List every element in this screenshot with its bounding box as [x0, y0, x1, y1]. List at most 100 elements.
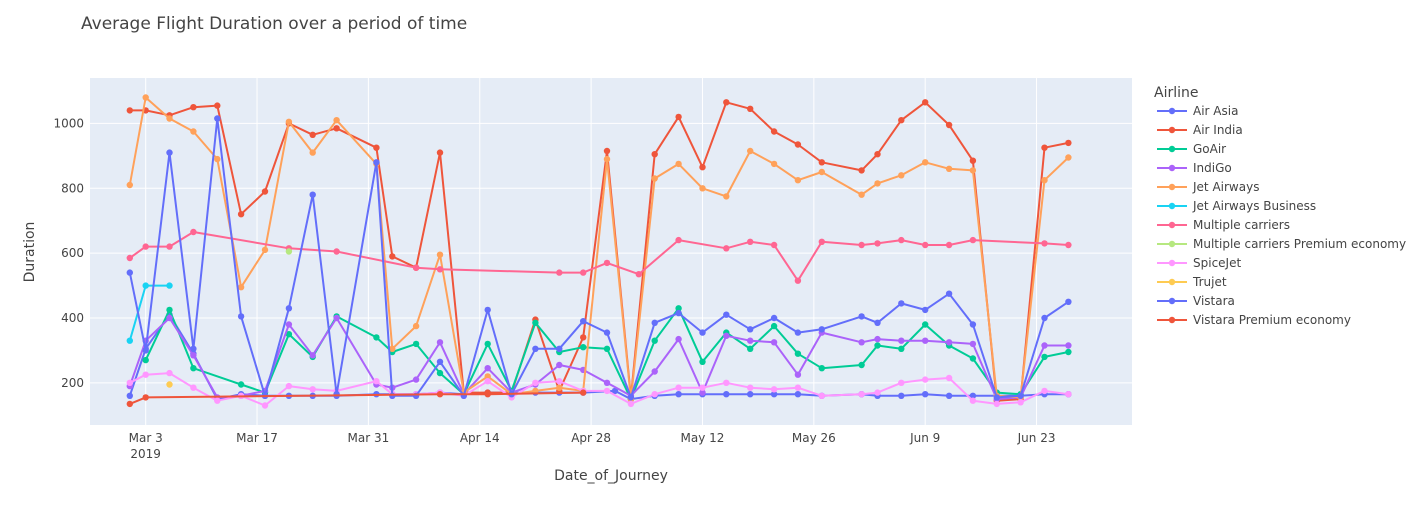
legend-swatch-marker — [1168, 107, 1176, 115]
y-axis-ticks: 200 400 600 800 1000 — [53, 116, 84, 389]
data-point-goair — [532, 319, 539, 326]
data-point-vistara — [190, 345, 197, 352]
data-point-air-asia — [675, 391, 682, 398]
data-point-vistara — [858, 313, 865, 320]
data-point-air-asia — [945, 392, 953, 399]
legend-item-vistara[interactable]: Vistara — [1157, 294, 1235, 308]
y-tick-label: 1000 — [53, 116, 84, 130]
y-axis-title: Duration — [22, 222, 38, 283]
data-point-indigo — [747, 337, 754, 344]
data-point-vistara — [723, 311, 730, 318]
data-point-goair — [675, 305, 682, 312]
data-point-multiple-carriers — [603, 259, 611, 267]
x-axis-ticks: Mar 3 2019 Mar 17 Mar 31 Apr 14 Apr 28 May 12 M… — [129, 431, 1056, 461]
data-point-goair — [922, 321, 929, 328]
data-point-jet-airways — [699, 185, 706, 192]
legend-item-air-india[interactable]: Air India — [1157, 123, 1243, 137]
data-point-spicejet — [190, 384, 197, 391]
data-point-spicejet — [818, 392, 825, 399]
data-point-jet-airways-business — [126, 337, 133, 344]
x-tick-label: May 26 — [792, 431, 836, 445]
data-point-jet-airways — [898, 172, 905, 179]
legend-item-jet-airways-business[interactable]: Jet Airways Business — [1157, 199, 1316, 213]
data-point-air-india — [794, 141, 802, 148]
data-point-jet-airways-business — [166, 282, 173, 289]
data-point-multiple-carriers — [190, 228, 197, 236]
data-point-spicejet — [285, 382, 293, 390]
data-point-spicejet — [723, 379, 730, 386]
legend[interactable]: Air Asia Air India GoAir IndiGo Jet Airways J… — [1157, 104, 1406, 327]
data-point-vistara — [1041, 314, 1048, 322]
data-point-indigo — [285, 321, 293, 328]
legend-item-indigo[interactable]: IndiGo — [1157, 161, 1232, 175]
data-point-goair — [818, 365, 825, 372]
legend-label: Multiple carriers Premium economy — [1193, 237, 1406, 251]
legend-label: Air Asia — [1193, 104, 1238, 118]
data-point-vistara — [373, 159, 380, 166]
legend-swatch-marker — [1168, 145, 1176, 153]
data-point-air-india — [651, 151, 658, 158]
x-tick-label: May 12 — [681, 431, 725, 445]
data-point-vistara — [603, 329, 611, 336]
y-tick-label: 400 — [61, 311, 84, 325]
data-point-goair — [190, 365, 197, 372]
data-point-air-india — [214, 102, 221, 109]
legend-item-vistara-premium-economy[interactable]: Vistara Premium economy — [1157, 313, 1351, 327]
data-point-vistara — [898, 300, 905, 307]
legend-item-spicejet[interactable]: SpiceJet — [1157, 256, 1241, 270]
data-point-vistara — [874, 319, 881, 326]
data-point-air-india — [237, 211, 245, 218]
legend-label: Trujet — [1192, 275, 1227, 289]
data-point-indigo — [794, 371, 802, 378]
series-line-jet-airways — [128, 96, 1070, 401]
data-point-indigo — [484, 365, 491, 372]
data-point-vistara — [126, 269, 133, 276]
data-point-air-asia — [969, 392, 977, 399]
data-point-trujet — [166, 381, 173, 388]
legend-item-air-asia[interactable]: Air Asia — [1157, 104, 1238, 118]
data-point-spicejet — [166, 369, 173, 377]
data-point-air-asia — [747, 391, 754, 398]
data-point-multiple-carriers — [794, 277, 802, 284]
data-point-air-india — [699, 164, 706, 171]
data-point-jet-airways — [818, 168, 825, 176]
data-point-vistara — [389, 392, 396, 399]
data-point-indigo — [651, 368, 658, 375]
data-point-multiple-carriers — [874, 240, 881, 247]
data-point-vistara — [945, 290, 953, 297]
data-point-goair — [898, 345, 905, 352]
data-point-air-india — [922, 99, 929, 106]
x-tick-label: Jun 9 — [909, 431, 940, 445]
data-point-vistara — [436, 358, 444, 365]
data-point-air-india — [723, 99, 730, 106]
data-point-jet-airways — [858, 191, 865, 198]
data-point-vistara — [993, 394, 1000, 401]
data-point-indigo — [166, 314, 173, 322]
data-point-goair — [142, 356, 149, 364]
data-point-vistara — [627, 394, 635, 401]
series-vistara — [126, 115, 1072, 401]
data-point-vistara — [309, 191, 316, 198]
legend-item-multiple-carriers[interactable]: Multiple carriers — [1157, 218, 1290, 232]
data-point-jet-airways — [945, 165, 953, 172]
data-point-spicejet — [1041, 387, 1048, 395]
legend-item-jet-airways[interactable]: Jet Airways — [1157, 180, 1259, 194]
data-point-vistara — [237, 313, 245, 320]
data-point-jet-airways — [166, 115, 173, 122]
data-point-multiple-carriers — [166, 243, 173, 250]
data-point-indigo — [603, 379, 611, 386]
legend-item-multiple-carriers-premium-economy[interactable]: Multiple carriers Premium economy — [1157, 237, 1406, 251]
data-point-vistara — [1017, 392, 1024, 399]
data-point-multiple-carriers — [818, 238, 825, 245]
data-point-vistara-premium-economy — [126, 400, 133, 408]
legend-item-goair[interactable]: GoAir — [1157, 142, 1226, 156]
series-jet-airways-business — [126, 282, 173, 344]
data-point-air-india — [333, 125, 340, 132]
data-point-indigo — [436, 339, 444, 346]
data-point-multiple-carriers — [556, 269, 563, 276]
legend-item-trujet[interactable]: Trujet — [1157, 275, 1227, 289]
data-point-air-india — [261, 188, 269, 195]
x-axis-title: Date_of_Journey — [554, 468, 668, 484]
y-tick-label: 800 — [61, 181, 84, 195]
data-point-indigo — [675, 335, 682, 343]
